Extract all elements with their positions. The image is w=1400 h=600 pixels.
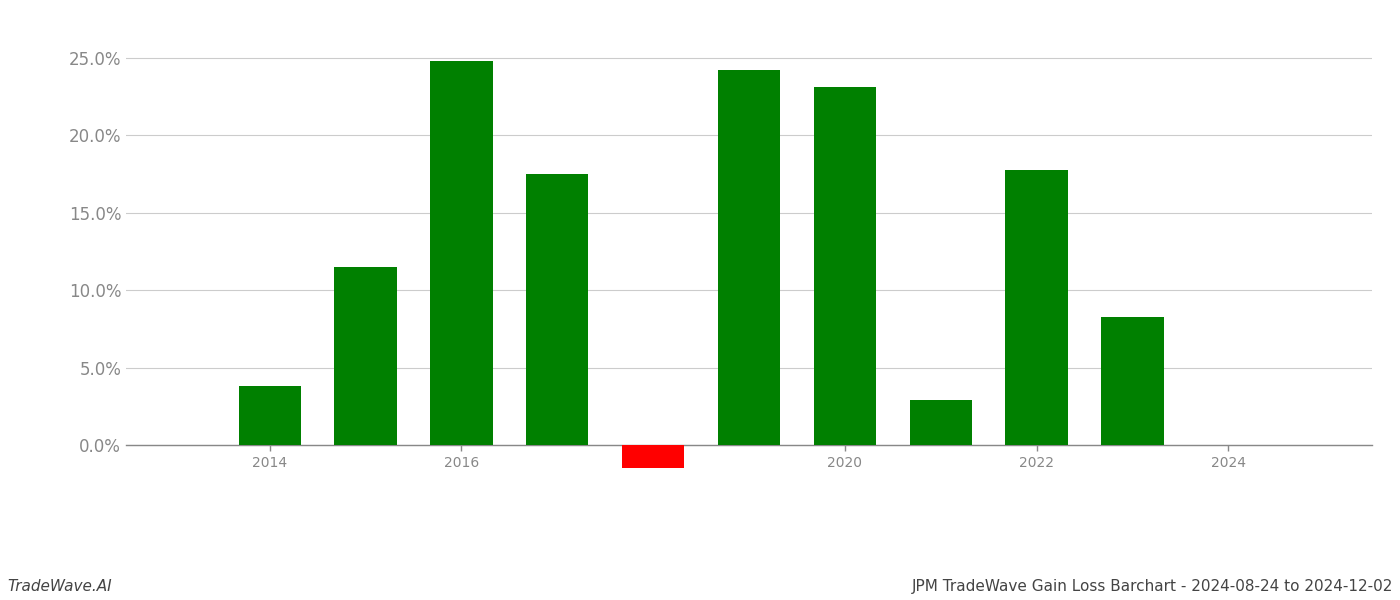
Bar — [910, 400, 972, 445]
Bar — [813, 88, 876, 445]
Text: TradeWave.AI: TradeWave.AI — [7, 579, 112, 594]
Bar — [1005, 170, 1068, 445]
Bar — [622, 445, 685, 469]
Bar — [1102, 317, 1163, 445]
Bar — [430, 61, 493, 445]
Bar — [718, 70, 780, 445]
Bar — [238, 386, 301, 445]
Text: JPM TradeWave Gain Loss Barchart - 2024-08-24 to 2024-12-02: JPM TradeWave Gain Loss Barchart - 2024-… — [911, 579, 1393, 594]
Bar — [526, 174, 588, 445]
Bar — [335, 267, 396, 445]
